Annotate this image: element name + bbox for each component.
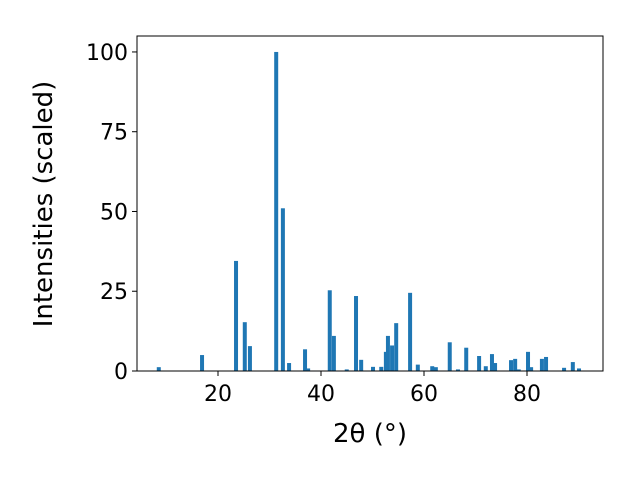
bar: [526, 351, 531, 371]
bar: [303, 349, 308, 371]
bar: [513, 358, 518, 371]
bar: [433, 367, 438, 371]
bar: [379, 366, 384, 371]
bar: [371, 366, 376, 371]
bar: [280, 208, 285, 371]
y-tick-label: 0: [114, 360, 128, 385]
y-axis-label: Intensities (scaled): [29, 81, 59, 328]
x-tick-label: 20: [204, 382, 232, 407]
bar: [464, 347, 469, 371]
bar: [455, 369, 460, 371]
bar: [394, 323, 399, 371]
bar: [327, 290, 332, 371]
bar: [489, 354, 494, 371]
x-axis-label: 2θ (°): [333, 419, 407, 449]
bar: [287, 363, 292, 371]
bar: [570, 362, 575, 371]
bar: [493, 363, 498, 371]
bar: [247, 346, 252, 371]
x-tick-label: 80: [513, 382, 541, 407]
bar: [447, 342, 452, 371]
y-tick-label: 75: [100, 121, 128, 146]
y-tick-label: 50: [100, 200, 128, 225]
bar: [539, 358, 544, 371]
bar: [415, 364, 420, 371]
bar: [354, 296, 359, 371]
bar: [344, 369, 349, 371]
bar: [577, 368, 582, 371]
bar: [529, 367, 534, 371]
y-tick-label: 25: [100, 280, 128, 305]
bar: [200, 355, 205, 371]
bar: [477, 356, 482, 371]
bar: [408, 292, 413, 371]
bar: [242, 322, 247, 371]
bar: [385, 335, 390, 371]
x-tick-label: 60: [410, 382, 438, 407]
bar: [562, 367, 567, 371]
bar: [509, 360, 514, 371]
bar: [274, 51, 279, 371]
bar: [359, 359, 364, 371]
bar: [390, 345, 395, 371]
x-tick-label: 40: [307, 382, 335, 407]
bar: [156, 367, 161, 371]
bar: [544, 356, 549, 371]
bar: [383, 351, 388, 371]
bar: [331, 335, 336, 371]
bar: [516, 369, 521, 371]
bar: [430, 366, 435, 371]
bar: [306, 368, 311, 371]
bar: [483, 366, 488, 371]
plot-frame: [136, 35, 604, 372]
bar: [234, 260, 239, 371]
y-tick-label: 100: [86, 41, 128, 66]
